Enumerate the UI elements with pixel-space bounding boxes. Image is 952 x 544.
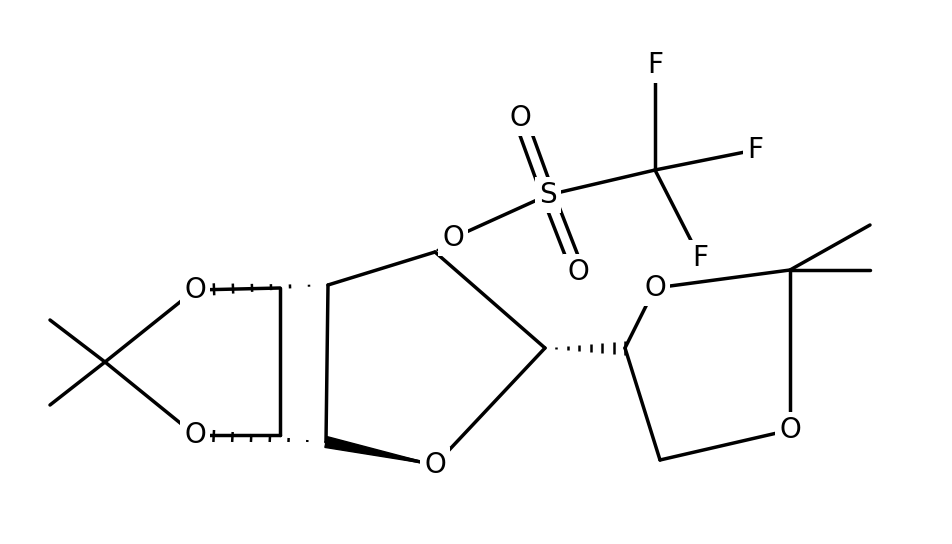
Text: F: F: [747, 136, 763, 164]
Text: S: S: [539, 181, 557, 209]
Text: F: F: [692, 244, 708, 272]
Text: O: O: [425, 451, 446, 479]
Text: O: O: [442, 224, 464, 252]
Text: O: O: [509, 104, 531, 132]
Text: O: O: [779, 416, 801, 444]
Text: O: O: [645, 274, 665, 302]
Text: O: O: [567, 258, 589, 286]
Text: F: F: [647, 51, 663, 79]
Text: O: O: [184, 276, 206, 304]
Polygon shape: [325, 437, 435, 465]
Text: O: O: [184, 421, 206, 449]
